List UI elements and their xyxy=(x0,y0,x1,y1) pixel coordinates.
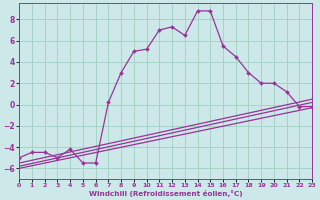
X-axis label: Windchill (Refroidissement éolien,°C): Windchill (Refroidissement éolien,°C) xyxy=(89,190,243,197)
